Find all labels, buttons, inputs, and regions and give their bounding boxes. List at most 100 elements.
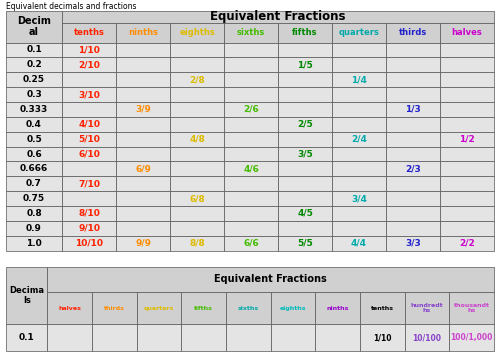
- Text: 4/4: 4/4: [351, 239, 367, 248]
- Text: 6/9: 6/9: [135, 164, 151, 173]
- Bar: [386, 206, 440, 221]
- Bar: [360, 292, 405, 324]
- Bar: [224, 132, 278, 146]
- Bar: [270, 292, 316, 324]
- Bar: [440, 146, 494, 161]
- Bar: [6, 206, 62, 221]
- Bar: [332, 117, 386, 132]
- Text: 1/2: 1/2: [459, 134, 475, 144]
- Text: Equivalent Fractions: Equivalent Fractions: [210, 10, 346, 23]
- Bar: [182, 292, 226, 324]
- Text: 4/6: 4/6: [243, 164, 259, 173]
- Bar: [278, 146, 332, 161]
- Bar: [116, 43, 170, 58]
- Text: 1/3: 1/3: [405, 105, 421, 114]
- Text: 1/10: 1/10: [373, 333, 392, 342]
- Text: Equivalent decimals and fractions: Equivalent decimals and fractions: [6, 2, 136, 11]
- Bar: [62, 23, 116, 43]
- Bar: [62, 11, 494, 23]
- Bar: [386, 23, 440, 43]
- Text: ninths: ninths: [128, 28, 158, 37]
- Bar: [440, 43, 494, 58]
- Bar: [116, 221, 170, 236]
- Bar: [332, 23, 386, 43]
- Bar: [332, 221, 386, 236]
- Bar: [278, 132, 332, 146]
- Text: 7/10: 7/10: [78, 179, 100, 188]
- Bar: [332, 146, 386, 161]
- Bar: [278, 102, 332, 117]
- Text: tenths: tenths: [74, 28, 104, 37]
- Bar: [226, 324, 270, 351]
- Bar: [278, 176, 332, 191]
- Text: 1/5: 1/5: [297, 60, 313, 69]
- Bar: [170, 206, 224, 221]
- Bar: [62, 176, 116, 191]
- Bar: [62, 221, 116, 236]
- Bar: [440, 23, 494, 43]
- Bar: [224, 58, 278, 72]
- Bar: [440, 102, 494, 117]
- Bar: [62, 161, 116, 176]
- Text: 2/2: 2/2: [459, 239, 475, 248]
- Bar: [116, 87, 170, 102]
- Bar: [62, 117, 116, 132]
- Bar: [6, 236, 62, 251]
- Bar: [116, 206, 170, 221]
- Text: 0.333: 0.333: [20, 105, 48, 114]
- Text: 1/10: 1/10: [78, 46, 100, 54]
- Bar: [278, 117, 332, 132]
- Bar: [316, 324, 360, 351]
- Text: 0.2: 0.2: [26, 60, 42, 69]
- Bar: [440, 87, 494, 102]
- Bar: [386, 43, 440, 58]
- Bar: [224, 43, 278, 58]
- Text: ninths: ninths: [326, 306, 349, 311]
- Bar: [6, 102, 62, 117]
- Bar: [440, 236, 494, 251]
- Text: 2/6: 2/6: [243, 105, 259, 114]
- Bar: [404, 324, 450, 351]
- Bar: [224, 87, 278, 102]
- Bar: [170, 161, 224, 176]
- Text: 3/5: 3/5: [297, 150, 313, 158]
- Bar: [116, 23, 170, 43]
- Bar: [224, 117, 278, 132]
- Bar: [332, 102, 386, 117]
- Text: 0.1: 0.1: [19, 333, 34, 342]
- Bar: [62, 236, 116, 251]
- Text: Decim
al: Decim al: [17, 16, 51, 37]
- Bar: [440, 132, 494, 146]
- Text: 4/10: 4/10: [78, 120, 100, 129]
- Text: thirds: thirds: [399, 28, 427, 37]
- Bar: [440, 221, 494, 236]
- Bar: [224, 236, 278, 251]
- Bar: [386, 72, 440, 87]
- Bar: [170, 43, 224, 58]
- Bar: [170, 146, 224, 161]
- Bar: [332, 191, 386, 206]
- Text: 0.5: 0.5: [26, 134, 42, 144]
- Bar: [62, 191, 116, 206]
- Bar: [386, 132, 440, 146]
- Bar: [224, 102, 278, 117]
- Bar: [6, 324, 48, 351]
- Text: fifths: fifths: [194, 306, 213, 311]
- Text: 0.7: 0.7: [26, 179, 42, 188]
- Bar: [6, 221, 62, 236]
- Bar: [116, 102, 170, 117]
- Text: 0.666: 0.666: [20, 164, 48, 173]
- Bar: [116, 146, 170, 161]
- Bar: [170, 191, 224, 206]
- Text: 9/9: 9/9: [135, 239, 151, 248]
- Text: quarters: quarters: [338, 28, 380, 37]
- Bar: [137, 292, 182, 324]
- Bar: [116, 132, 170, 146]
- Bar: [332, 58, 386, 72]
- Text: 3/9: 3/9: [135, 105, 151, 114]
- Text: 0.3: 0.3: [26, 90, 42, 99]
- Text: 100/1,000: 100/1,000: [450, 333, 493, 342]
- Bar: [6, 11, 62, 43]
- Bar: [116, 117, 170, 132]
- Bar: [386, 102, 440, 117]
